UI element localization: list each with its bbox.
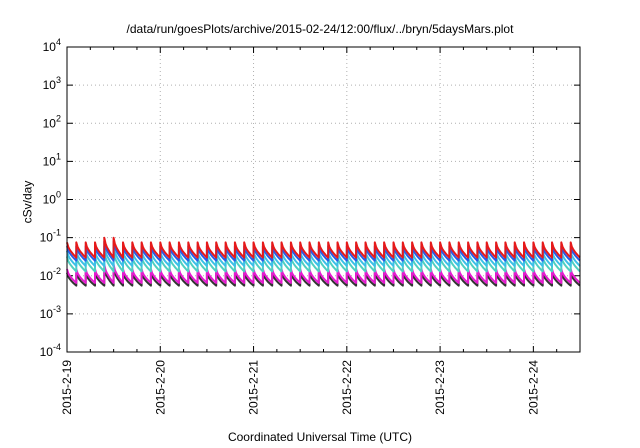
x-tick-label: 2015-2-22 [340,360,354,415]
x-tick-label: 2015-2-21 [247,360,261,415]
plot-frame [66,46,581,353]
series-line [66,263,581,284]
y-tick-label: 101 [43,151,61,168]
y-tick-label: 10-1 [40,228,61,245]
x-tick-label: 2015-2-20 [153,360,167,415]
x-tick-label: 2015-2-19 [60,360,74,415]
series-line [66,245,581,267]
y-tick-label: 104 [43,37,61,54]
series-line [66,240,581,262]
x-tick-label: 2015-2-23 [433,360,447,415]
series-line [66,267,581,287]
y-tick-label: 100 [43,190,61,207]
y-tick-label: 103 [43,75,61,92]
series-line [66,250,581,273]
series-line [66,236,581,259]
y-tick-label: 10-3 [40,304,61,321]
y-tick-label: 10-4 [40,342,61,359]
chart-title: /data/run/goesPlots/archive/2015-02-24/1… [126,22,514,36]
x-axis-label: Coordinated Universal Time (UTC) [227,430,413,444]
x-tick-label: 2015-2-24 [526,360,540,415]
y-tick-label: 102 [43,113,61,130]
y-tick-label: 10-2 [40,266,61,283]
